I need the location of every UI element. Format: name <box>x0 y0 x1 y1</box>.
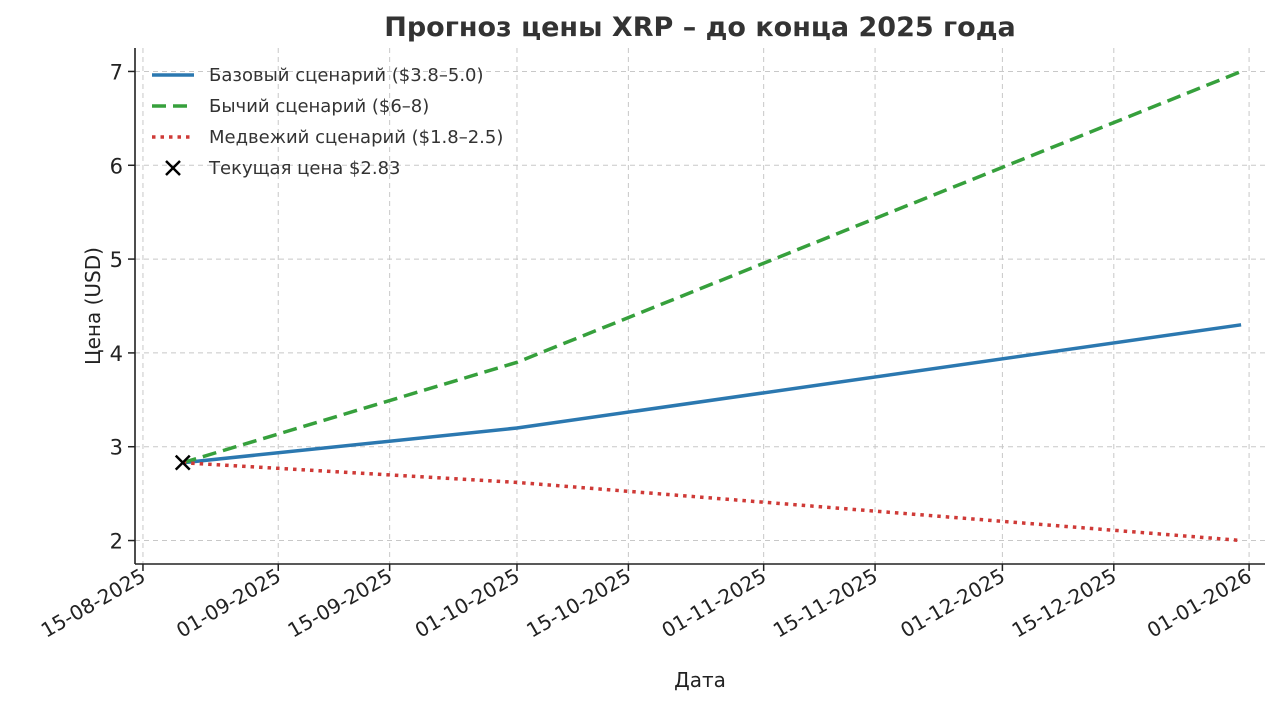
current-price-marker <box>174 454 191 471</box>
series-line <box>182 69 1242 465</box>
y-tick-label: 7 <box>110 60 123 84</box>
y-axis-label: Цена (USD) <box>81 247 105 365</box>
x-tick-label: 15-08-2025 <box>37 564 150 643</box>
x-tick-label: 15-10-2025 <box>522 564 635 643</box>
x-tick-label: 01-01-2026 <box>1143 564 1256 643</box>
x-tick-label: 01-09-2025 <box>172 564 285 643</box>
legend-label: Медвежий сценарий ($1.8–2.5) <box>209 127 503 148</box>
chart-title: Прогноз цены XRP – до конца 2025 года <box>384 12 1016 43</box>
y-tick-label: 2 <box>110 530 123 554</box>
x-axis-label: Дата <box>674 668 726 692</box>
x-tick-label: 15-11-2025 <box>769 564 882 643</box>
markers <box>174 454 191 471</box>
x-tick-label: 15-09-2025 <box>283 564 396 643</box>
legend-marker-icon <box>165 160 181 176</box>
axes <box>134 48 1265 565</box>
marker-stroke <box>174 454 191 471</box>
series-line <box>182 460 1242 543</box>
y-tick-label: 3 <box>110 436 123 460</box>
legend-label: Текущая цена $2.83 <box>208 158 401 179</box>
grid <box>135 48 1265 564</box>
legend: Базовый сценарий ($3.8–5.0) Бычий сценари… <box>152 65 503 179</box>
y-tick-label: 4 <box>110 342 123 366</box>
x-tick-label: 01-12-2025 <box>896 564 1009 643</box>
y-tick-label: 5 <box>110 248 123 272</box>
x-tick-label: 15-12-2025 <box>1008 564 1121 643</box>
series-line <box>182 323 1242 465</box>
y-tick-label: 6 <box>110 154 123 178</box>
legend-label: Бычий сценарий ($6–8) <box>209 96 429 117</box>
x-tick-label: 01-10-2025 <box>411 564 524 643</box>
y-axis-ticks: 2 3 4 5 6 7 <box>110 60 135 554</box>
legend-label: Базовый сценарий ($3.8–5.0) <box>209 65 484 86</box>
x-tick-label: 01-11-2025 <box>658 564 771 643</box>
series-lines <box>182 69 1242 543</box>
